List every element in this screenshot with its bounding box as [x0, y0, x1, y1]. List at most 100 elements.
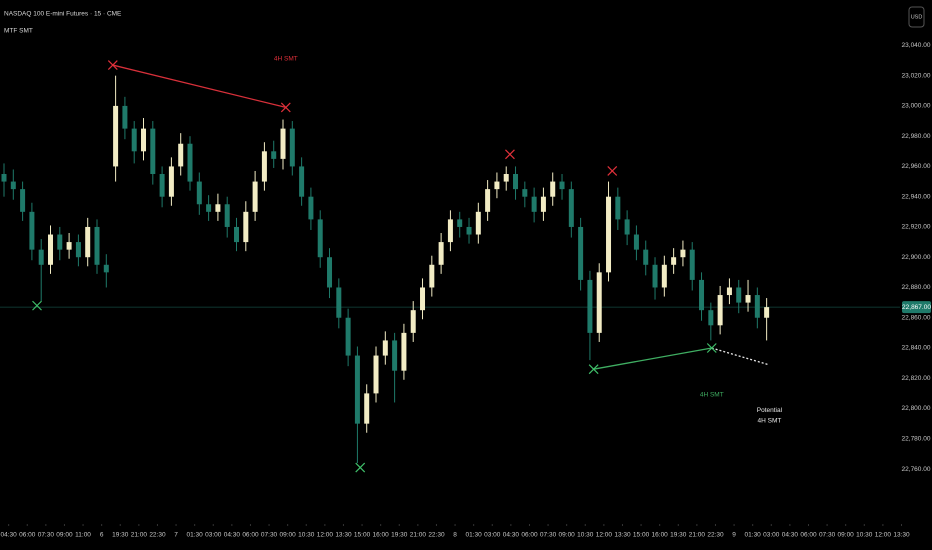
candle-body — [540, 196, 546, 212]
x-marker — [706, 343, 717, 353]
x-tick-label: 15:00 — [354, 532, 371, 539]
y-tick-label: 22,980.00 — [902, 133, 931, 140]
candle-body — [513, 174, 519, 190]
candle-body — [85, 226, 91, 258]
currency-button[interactable] — [908, 6, 925, 28]
plot-area: 22,760.00 22,780.00 22,800.00 22,820.00 22,8… — [0, 42, 931, 539]
candle-body — [633, 234, 639, 250]
x-tick-label: 04:30 — [224, 532, 241, 539]
x-tick-label: 04:30 — [1, 532, 18, 539]
y-tick-label: 22,800.00 — [902, 405, 931, 412]
candle-body — [187, 143, 193, 182]
candle-body — [48, 234, 54, 265]
x-tick-label: 09:00 — [559, 532, 576, 539]
candle-body — [550, 181, 556, 197]
smt-line — [112, 64, 286, 109]
x-tick-label: 06:00 — [521, 532, 538, 539]
x-tick-label: 10:30 — [577, 532, 594, 539]
x-marker — [588, 364, 599, 375]
x-tick-label: 13:30 — [893, 532, 910, 539]
y-tick-label: 23,020.00 — [902, 72, 931, 79]
x-marker — [355, 462, 366, 473]
candle-body — [178, 143, 184, 167]
x-tick-label: 07:30 — [38, 532, 55, 539]
candle-body — [475, 211, 481, 235]
candle-body — [503, 174, 509, 182]
x-tick-label: 10:30 — [298, 532, 315, 539]
annotation: 4H SMT — [274, 56, 298, 63]
x-tick-label: 21:00 — [131, 532, 148, 539]
candle-body — [708, 310, 714, 326]
candle-body — [103, 264, 109, 273]
y-tick-label: 22,840.00 — [902, 345, 931, 352]
chart-title: NASDAQ 100 E-mini Futures · 15 · CME — [4, 11, 122, 18]
candle-body — [568, 189, 574, 227]
candle-body — [206, 204, 212, 212]
annotation: 4H SMT — [758, 417, 782, 424]
candle-body — [661, 264, 667, 288]
candle-body — [327, 257, 333, 288]
candle-body — [224, 204, 230, 227]
candle-body — [754, 295, 760, 318]
x-tick-label: 07:30 — [540, 532, 557, 539]
current-price-label: 22,867.00 — [902, 304, 931, 311]
x-tick-label: 13:30 — [335, 532, 352, 539]
candle-body — [29, 211, 35, 250]
x-tick-label: 06:00 — [19, 532, 36, 539]
y-tick-label: 23,000.00 — [902, 103, 931, 110]
x-tick-label: 04:30 — [503, 532, 520, 539]
candle-body — [606, 196, 612, 273]
x-tick-label: 03:00 — [763, 532, 780, 539]
candle-body — [717, 295, 723, 326]
x-marker — [505, 149, 515, 160]
candle-body — [522, 189, 528, 197]
candle-body — [531, 196, 537, 212]
currency-label[interactable]: USD — [911, 14, 923, 20]
x-tick-label: 07:30 — [819, 532, 836, 539]
candle-body — [38, 249, 44, 265]
candle-body — [410, 310, 416, 333]
candle-body — [345, 317, 351, 356]
candle-body — [494, 181, 500, 190]
candle-body — [373, 355, 379, 394]
candle-body — [299, 166, 305, 197]
x-tick-label: 09:00 — [56, 532, 73, 539]
x-tick-label: 22:30 — [428, 532, 445, 539]
x-tick-label: 15:00 — [633, 532, 650, 539]
candle-body — [643, 249, 649, 265]
candle-body — [20, 189, 26, 212]
candle-body — [764, 307, 770, 318]
x-tick-label: 22:30 — [707, 532, 724, 539]
candle-body — [354, 355, 360, 424]
candle-body — [447, 219, 453, 243]
candle-body — [215, 204, 221, 212]
y-tick-label: 22,960.00 — [902, 163, 931, 170]
x-tick-label: 8 — [453, 532, 457, 539]
x-marker — [32, 300, 42, 311]
candle-body — [559, 181, 565, 190]
candle-body — [66, 242, 72, 250]
x-tick-label: 09:00 — [280, 532, 297, 539]
candle-body — [150, 128, 156, 174]
candle-body — [271, 151, 277, 159]
y-tick-label: 22,920.00 — [902, 224, 931, 231]
candle-body — [308, 196, 314, 220]
candle-body — [196, 181, 202, 205]
x-tick-label: 11:00 — [75, 532, 91, 539]
x-tick-label: 19:30 — [391, 532, 408, 539]
candle-body — [420, 287, 426, 311]
x-tick-label: 16:00 — [652, 532, 669, 539]
candle-body — [168, 166, 174, 197]
x-tick-label: 21:00 — [410, 532, 427, 539]
candle-body — [392, 340, 398, 371]
y-tick-label: 22,880.00 — [902, 284, 931, 291]
candle-body — [401, 332, 407, 371]
candle-body — [141, 128, 147, 152]
x-tick-label: 16:00 — [373, 532, 390, 539]
x-tick-label: 12:00 — [875, 532, 892, 539]
candle-body — [280, 128, 286, 159]
candle-body — [382, 340, 388, 356]
candle-body — [485, 189, 491, 212]
x-tick-label: 10:30 — [856, 532, 873, 539]
